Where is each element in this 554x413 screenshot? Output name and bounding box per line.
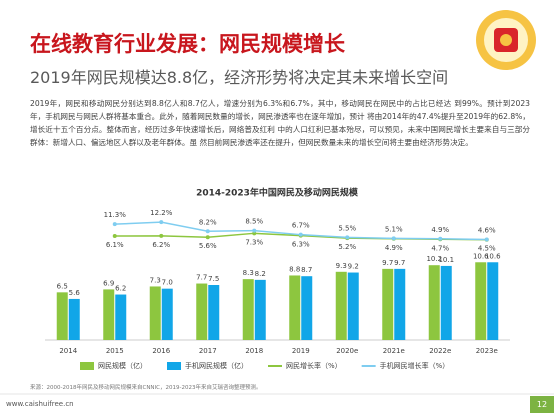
source-note: 来源：2000-2018年网民及移动网民规模来自CNNIC，2019-2023年…	[30, 385, 262, 391]
line-value-label: 5.6%	[199, 242, 217, 250]
bar	[103, 289, 115, 340]
line-point	[112, 222, 117, 227]
bar-value-label: 7.7	[196, 274, 207, 282]
bar-value-label: 8.2	[255, 270, 266, 278]
x-tick-label: 2023e	[476, 347, 498, 355]
line-value-label: 5.2%	[338, 243, 356, 251]
bar-value-label: 10.6	[485, 252, 501, 260]
line-point	[298, 232, 303, 237]
line-value-label: 6.7%	[292, 222, 310, 230]
x-tick-label: 2014	[59, 347, 77, 355]
legend-swatch	[167, 362, 181, 370]
line-point	[438, 236, 443, 241]
line-point	[205, 229, 210, 234]
line-point	[484, 237, 489, 242]
bar	[208, 285, 220, 340]
bar	[382, 268, 394, 340]
line-value-label: 12.2%	[150, 209, 173, 217]
bar-value-label: 9.7	[394, 259, 405, 267]
paragraph: 2019年，网民和移动网民分别达到8.8亿人和8.7亿人，增速分别为6.3%和6…	[30, 99, 530, 147]
legend-label: 手机网民规模（亿）	[185, 361, 248, 370]
bar-value-label: 8.8	[289, 265, 300, 273]
bar	[161, 288, 173, 340]
bar-value-label: 9.2	[348, 263, 359, 271]
bar	[335, 271, 347, 340]
bar	[475, 262, 487, 340]
bar-value-label: 7.5	[208, 275, 219, 283]
line-value-label: 7.3%	[245, 238, 263, 246]
legend-label: 手机网民增长率（%）	[380, 361, 450, 370]
bar	[149, 286, 161, 340]
bar	[428, 265, 440, 340]
bar-value-label: 7.0	[162, 279, 173, 287]
bar-value-label: 6.9	[103, 279, 114, 287]
line-value-label: 4.9%	[385, 244, 403, 252]
legend-label: 网民规模（亿）	[98, 361, 147, 370]
line-value-label: 6.3%	[292, 241, 310, 249]
line-point	[205, 235, 210, 240]
line-value-label: 4.6%	[478, 226, 496, 234]
bar	[289, 275, 301, 340]
line-value-label: 11.3%	[104, 211, 127, 219]
line-point	[345, 235, 350, 240]
bar	[394, 268, 406, 340]
legend-label: 网民增长率（%）	[286, 361, 342, 370]
bar	[254, 279, 266, 340]
page-number: 12	[530, 396, 554, 413]
bar	[196, 283, 208, 340]
x-tick-label: 2016	[152, 347, 170, 355]
x-tick-label: 2018	[245, 347, 263, 355]
x-tick-label: 2019	[292, 347, 310, 355]
line-value-label: 5.1%	[385, 225, 403, 233]
website: www.caishuifree.cn	[6, 400, 74, 408]
line-value-label: 8.2%	[199, 218, 217, 226]
bar-value-label: 6.2	[115, 285, 126, 293]
bar	[242, 279, 254, 340]
line-value-label: 5.5%	[338, 224, 356, 232]
line-point	[252, 228, 257, 233]
line-point	[252, 231, 257, 236]
bar	[301, 276, 313, 340]
bar-value-label: 9.7	[382, 259, 393, 267]
x-tick-label: 2022e	[429, 347, 451, 355]
line-point	[159, 220, 164, 225]
bar	[115, 294, 127, 340]
bar-value-label: 5.6	[69, 289, 81, 297]
bar-value-label: 10.6	[473, 252, 489, 260]
bar-value-label: 8.3	[243, 269, 254, 277]
line-point	[391, 236, 396, 241]
line-value-label: 4.5%	[478, 245, 496, 253]
line-value-label: 8.5%	[245, 218, 263, 226]
x-tick-label: 2015	[106, 347, 124, 355]
slide-subtitle: 2019年网民规模达8.8亿，经济形势将决定其未来增长空间	[30, 68, 449, 87]
x-tick-label: 2021e	[383, 347, 405, 355]
bar	[487, 262, 499, 340]
bar-value-label: 8.7	[301, 266, 312, 274]
bar-value-label: 10.2	[426, 255, 442, 263]
bar	[68, 298, 80, 340]
line-value-label: 4.7%	[431, 244, 449, 252]
line-value-label: 6.1%	[106, 241, 124, 249]
line-point	[112, 234, 117, 239]
line-value-label: 4.9%	[431, 226, 449, 234]
x-tick-label: 2017	[199, 347, 217, 355]
line-point	[159, 233, 164, 238]
slide-title: 在线教育行业发展：网民规模增长	[30, 32, 345, 56]
chart-title: 2014-2023年中国网民及移动网民规模	[196, 187, 359, 199]
x-tick-label: 2020e	[336, 347, 358, 355]
legend-swatch	[80, 362, 94, 370]
bar	[440, 265, 452, 340]
bar-value-label: 10.1	[438, 256, 454, 264]
logo	[476, 10, 536, 70]
line-value-label: 6.2%	[152, 241, 170, 249]
bar	[56, 292, 68, 340]
bar-value-label: 6.5	[57, 282, 68, 290]
bar	[347, 272, 359, 340]
bar-value-label: 9.3	[336, 262, 347, 270]
bar-value-label: 7.3	[150, 276, 161, 284]
